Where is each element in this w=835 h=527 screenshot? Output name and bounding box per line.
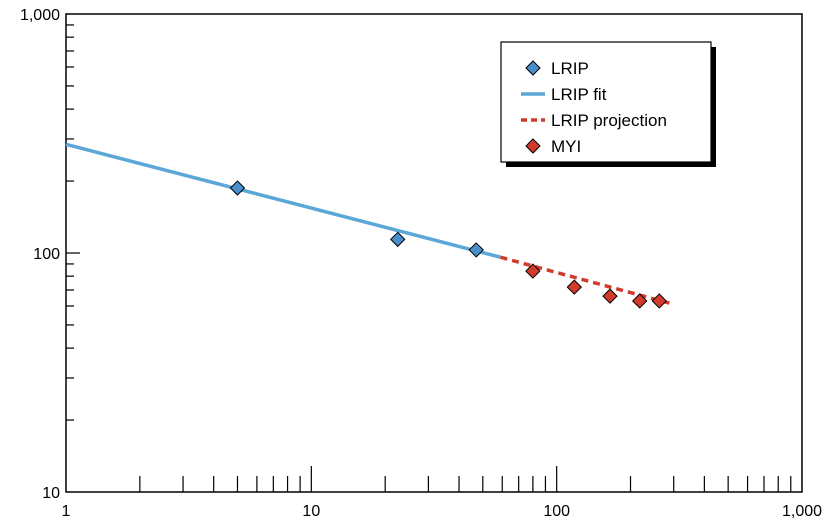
x-tick-label: 1,000 [782,503,822,520]
legend: LRIP LRIP fit LRIP projection MYI [500,41,716,167]
x-tick-label: 100 [543,503,570,520]
myi-point [602,288,618,304]
lrip-fit-line [65,142,501,259]
y-tick-label: 1,000 [20,7,60,24]
lrip-point [468,242,484,258]
y-tick-label: 10 [42,485,60,502]
myi-point [631,293,648,309]
lrip-point [229,180,246,196]
x-tick-label: 10 [302,503,320,520]
x-axis-ticks [139,466,792,492]
series-layer [65,142,675,309]
legend-myi-marker [525,138,541,154]
y-axis-ticks [66,24,80,421]
lrip-point [390,231,406,248]
lrip-projection-line [499,255,675,306]
legend-lrip-marker [525,60,541,76]
legend-lrip-fit-label: LRIP fit [551,85,607,104]
y-axis-tick-labels: 10 100 1,000 [20,7,60,502]
legend-lrip-projection-label: LRIP projection [551,111,667,130]
x-tick-label: 1 [62,503,71,520]
myi-point [566,279,583,295]
x-axis-tick-labels: 1 10 100 1,000 [62,503,823,520]
myi-point [651,293,667,309]
legend-myi-label: MYI [551,137,581,156]
myi-point [525,263,541,279]
y-tick-label: 100 [33,246,60,263]
legend-lrip-label: LRIP [551,59,589,78]
